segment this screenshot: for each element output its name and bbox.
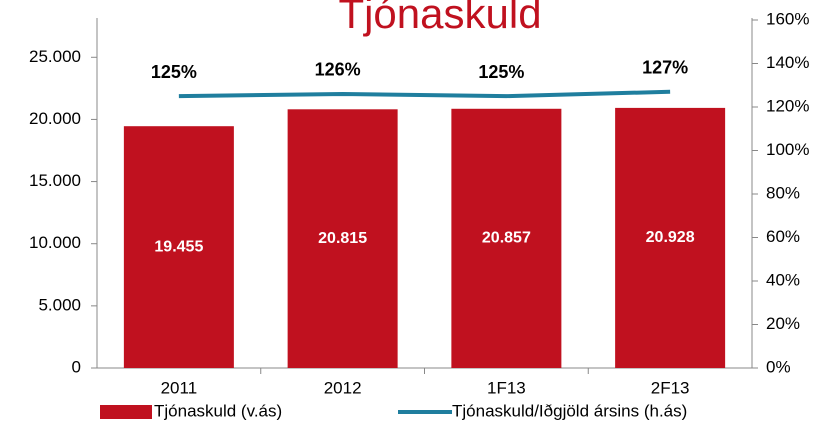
bar-value-label: 20.857 <box>482 230 531 247</box>
bar-value-label: 20.928 <box>646 229 695 246</box>
y2-tick-label: 60% <box>766 227 800 246</box>
legend-label: Tjónaskuld (v.ás) <box>154 401 282 420</box>
y-tick-label: 0 <box>72 357 81 376</box>
y2-tick-label: 20% <box>766 314 800 333</box>
bar <box>615 107 726 368</box>
line <box>178 89 671 99</box>
x-tick-label: 2012 <box>324 378 362 397</box>
line-value-label: 125% <box>478 62 524 82</box>
bar-value-label: 19.455 <box>154 238 203 255</box>
y-tick-label: 5.000 <box>38 295 81 314</box>
x-tick-label: 2F13 <box>651 378 690 397</box>
chart-title: Tjónaskuld <box>338 0 541 37</box>
line-value-label: 126% <box>315 60 361 80</box>
y-tick-label: 25.000 <box>29 47 81 66</box>
y2-tick-label: 160% <box>766 9 809 28</box>
line-value-label: 125% <box>151 62 197 82</box>
y2-tick-label: 100% <box>766 140 809 159</box>
bar <box>123 126 234 368</box>
y2-tick-label: 140% <box>766 53 809 72</box>
y2-tick-label: 120% <box>766 96 809 115</box>
bar <box>451 108 562 368</box>
y-tick-label: 10.000 <box>29 233 81 252</box>
bar <box>287 109 398 368</box>
legend-label: Tjónaskuld/Iðgjöld ársins (h.ás) <box>452 401 687 420</box>
line-value-label: 127% <box>642 58 688 78</box>
x-tick-label: 1F13 <box>487 378 526 397</box>
bar-value-label: 20.815 <box>318 230 367 247</box>
y2-tick-label: 80% <box>766 183 800 202</box>
legend-swatch <box>100 405 152 419</box>
y2-tick-label: 40% <box>766 270 800 289</box>
x-tick-label: 2011 <box>161 378 198 397</box>
y-tick-label: 20.000 <box>29 109 81 128</box>
y2-tick-label: 0% <box>766 357 791 376</box>
y-tick-label: 15.000 <box>29 171 81 190</box>
